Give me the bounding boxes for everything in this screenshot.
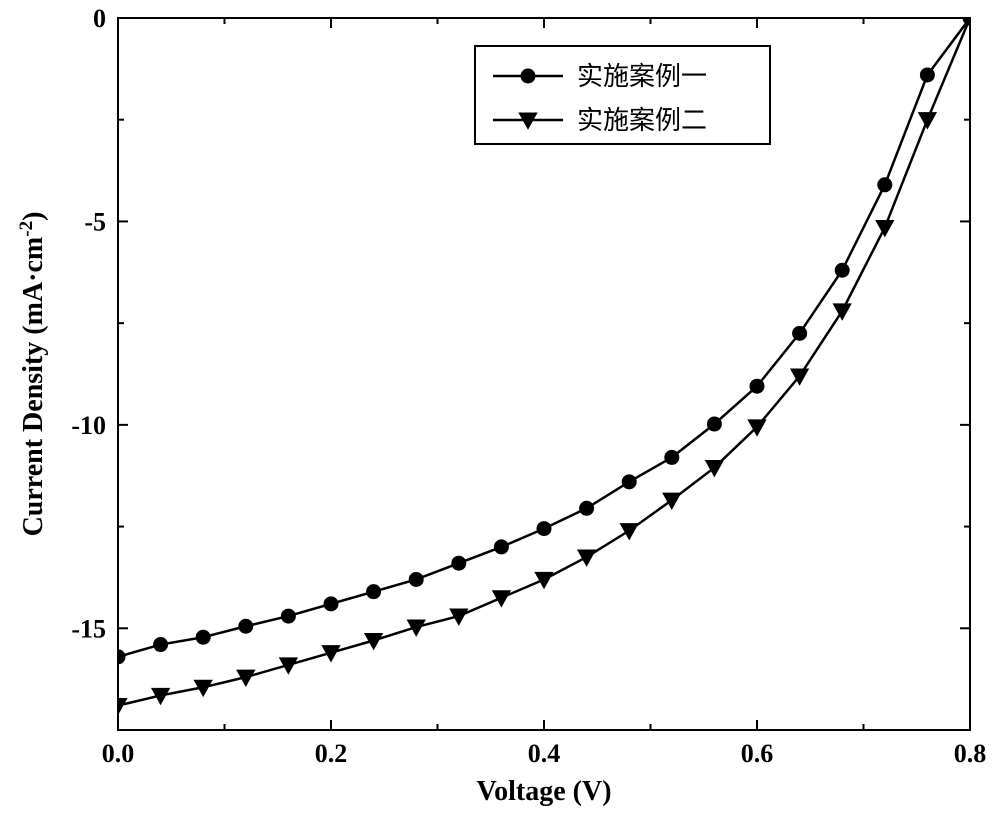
x-axis-label: Voltage (V) bbox=[476, 776, 611, 807]
chart-svg: 0.0 0.2 0.4 0.6 0.8 0 -5 -10 -15 Voltage (V) Curre… bbox=[0, 0, 1000, 820]
x-tick-label: 0.0 bbox=[102, 739, 135, 768]
legend-label: 实施案例一 bbox=[577, 62, 707, 91]
y-tick-label: -10 bbox=[71, 411, 106, 440]
y-axis-label: Current Density (mA·cm-2) bbox=[16, 212, 50, 537]
x-tick-label: 0.2 bbox=[315, 739, 348, 768]
x-tick-label: 0.6 bbox=[741, 739, 774, 768]
x-tick-label: 0.8 bbox=[954, 739, 987, 768]
y-tick-label: 0 bbox=[93, 4, 106, 33]
legend-label: 实施案例二 bbox=[577, 106, 707, 135]
y-tick-label: -5 bbox=[84, 207, 106, 236]
jv-chart: 0.0 0.2 0.4 0.6 0.8 0 -5 -10 -15 Voltage (V) Curre… bbox=[0, 0, 1000, 820]
y-tick-label: -15 bbox=[71, 614, 106, 643]
x-tick-label: 0.4 bbox=[528, 739, 561, 768]
